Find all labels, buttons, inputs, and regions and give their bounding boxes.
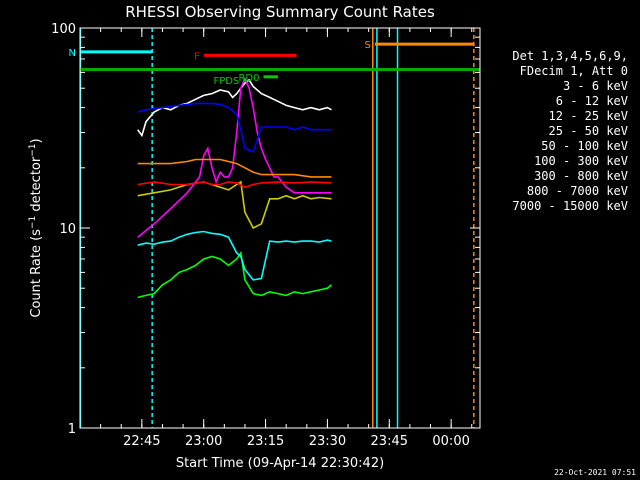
- x-tick-label: 23:45: [371, 434, 408, 449]
- attenuator-bars: [80, 42, 474, 82]
- state-bar-label-4: S: [364, 40, 370, 51]
- series-line-1: [137, 76, 332, 238]
- footer-date: 22-Oct-2021 07:51: [554, 468, 636, 477]
- state-bar-label-2: RD0: [238, 73, 259, 84]
- series-line-5: [137, 181, 332, 189]
- state-bar-label-1: FPDS: [213, 76, 239, 87]
- legend-label-3: 25 - 50 keV: [549, 124, 628, 138]
- y-tick-label: 1: [68, 422, 76, 437]
- series-line-2: [137, 250, 333, 299]
- series-line-0: [137, 78, 332, 138]
- chart-title: RHESSI Observing Summary Count Rates: [125, 3, 435, 21]
- y-tick-label: 10: [59, 222, 76, 237]
- legend-label-2: 12 - 25 keV: [549, 109, 628, 123]
- series-line-7: [137, 158, 332, 178]
- legend-label-0: 3 - 6 keV: [563, 79, 628, 93]
- x-tick-label: 00:00: [432, 434, 469, 449]
- series-lines: [137, 76, 333, 299]
- legend-header-line-1: Det 1,3,4,5,6,9,: [512, 49, 628, 63]
- series-line-3: [137, 230, 332, 281]
- state-bar-label-0: F: [194, 51, 200, 62]
- y-tick-label: 100: [51, 22, 76, 37]
- y-axis-label: Count Rate (s−1 detector−1): [28, 138, 44, 317]
- legend-label-6: 300 - 800 keV: [534, 169, 628, 183]
- legend-label-5: 100 - 300 keV: [534, 154, 628, 168]
- state-bar-label-3: N: [69, 48, 76, 59]
- x-tick-label: 22:45: [123, 434, 160, 449]
- legend-label-7: 800 - 7000 keV: [527, 184, 628, 198]
- x-tick-label: 23:30: [309, 434, 346, 449]
- legend-label-1: 6 - 12 keV: [556, 94, 628, 108]
- legend-label-4: 50 - 100 keV: [541, 139, 628, 153]
- series-line-6: [137, 102, 332, 154]
- attenuator-bar-labels: F FPDS RD0 N S: [69, 40, 371, 87]
- legend-header-line-2: FDecim 1, Att 0: [520, 64, 628, 78]
- x-tick-label: 23:00: [185, 434, 222, 449]
- legend: Det 1,3,4,5,6,9, FDecim 1, Att 0 3 - 6 k…: [512, 49, 628, 213]
- y-axis: 1 10 100: [51, 22, 480, 437]
- x-tick-label: 23:15: [247, 434, 284, 449]
- x-axis-label: Start Time (09-Apr-14 22:30:42): [176, 456, 384, 471]
- x-axis: 22:45 23:00 23:15 23:30 23:45 00:00: [100, 28, 473, 449]
- legend-label-8: 7000 - 15000 keV: [512, 199, 628, 213]
